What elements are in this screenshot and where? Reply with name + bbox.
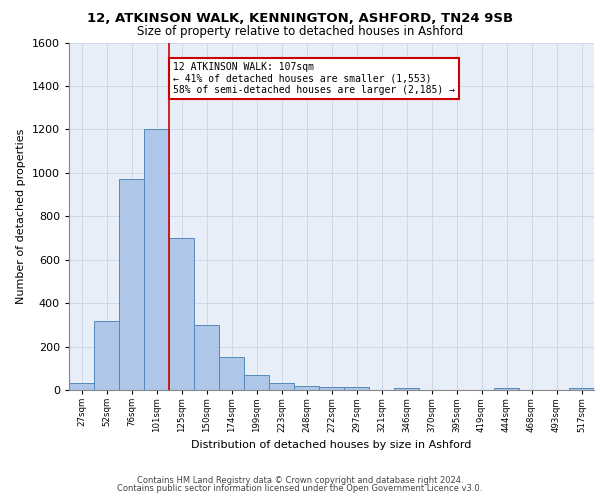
Bar (194, 325, 219, 390)
Y-axis label: Number of detached properties: Number of detached properties (16, 128, 26, 304)
Bar (319, 386, 344, 390)
X-axis label: Distribution of detached houses by size in Ashford: Distribution of detached houses by size … (191, 440, 472, 450)
Text: Contains public sector information licensed under the Open Government Licence v3: Contains public sector information licen… (118, 484, 482, 493)
Bar (344, 386, 369, 390)
Bar (119, 180, 144, 390)
Text: 12, ATKINSON WALK, KENNINGTON, ASHFORD, TN24 9SB: 12, ATKINSON WALK, KENNINGTON, ASHFORD, … (87, 12, 513, 26)
Bar (169, 238, 194, 390)
Bar (394, 388, 419, 390)
Bar (144, 130, 169, 390)
Bar (269, 384, 294, 390)
Bar (219, 358, 244, 390)
Text: Size of property relative to detached houses in Ashford: Size of property relative to detached ho… (137, 25, 463, 38)
Bar (94, 320, 119, 390)
Bar (294, 386, 319, 390)
Text: 12 ATKINSON WALK: 107sqm
← 41% of detached houses are smaller (1,553)
58% of sem: 12 ATKINSON WALK: 107sqm ← 41% of detach… (173, 62, 455, 95)
Bar (569, 388, 594, 390)
Bar (244, 375, 269, 390)
Text: Contains HM Land Registry data © Crown copyright and database right 2024.: Contains HM Land Registry data © Crown c… (137, 476, 463, 485)
Bar (69, 384, 94, 390)
Bar (494, 388, 519, 390)
